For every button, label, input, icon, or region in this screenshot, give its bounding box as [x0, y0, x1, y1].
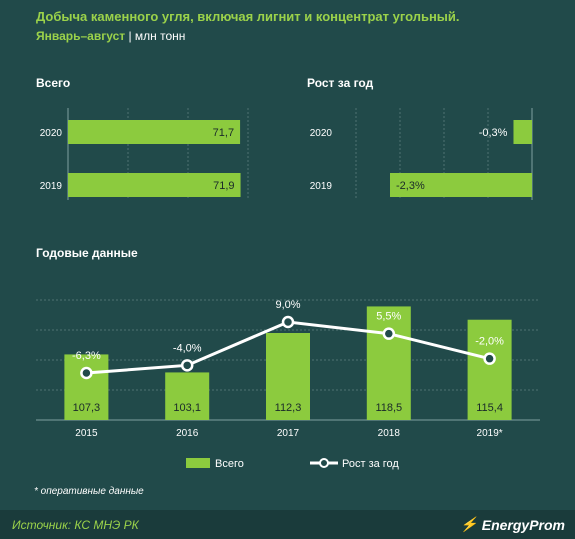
footnote: * оперативные данные: [34, 486, 144, 497]
tick-label: 2017: [277, 428, 300, 439]
bolt-icon: ⚡: [460, 516, 478, 532]
source-label: Источник: КС МНЭ РК: [12, 518, 139, 532]
footer-bar: Источник: КС МНЭ РК ⚡ EnergyProm: [0, 510, 575, 539]
legend-swatch-bars: [186, 458, 210, 468]
bar: [266, 333, 310, 420]
bar: [366, 306, 411, 420]
bar: [68, 120, 241, 144]
data-label: 71,9: [213, 180, 234, 192]
legend-label-bars: Всего: [215, 458, 244, 470]
legend-swatch-marker: [319, 458, 329, 468]
chart-title: Добыча каменного угля, включая лигнит и …: [36, 9, 460, 24]
data-label: 71,7: [213, 127, 234, 139]
brand-logo: ⚡ EnergyProm: [460, 516, 565, 533]
tick-label: 2018: [378, 428, 401, 439]
panel-total-title: Всего: [36, 76, 71, 90]
bar: [513, 120, 532, 144]
bar: [390, 173, 532, 197]
category-label: 2020: [40, 128, 63, 139]
bar: [467, 319, 512, 420]
data-label: 115,4: [476, 402, 503, 414]
bar: [64, 354, 109, 420]
line-data-label: 5,5%: [376, 311, 401, 323]
line-point: [80, 366, 93, 380]
panel-growth-title: Рост за год: [307, 76, 374, 90]
panel-annual-title: Годовые данные: [36, 246, 138, 260]
line-point: [180, 359, 194, 372]
data-label: 107,3: [73, 402, 101, 414]
line-data-label: -4,0%: [173, 342, 202, 354]
tick-label: 2019*: [477, 428, 503, 439]
tick-label: 2015: [75, 428, 98, 439]
chart-subtitle: Январь–август | млн тонн: [36, 29, 186, 43]
data-label: -0,3%: [479, 127, 508, 139]
line-point: [281, 315, 295, 329]
line-point: [483, 352, 496, 365]
data-label: -2,3%: [396, 180, 425, 192]
category-label: 2019: [40, 181, 63, 192]
line-data-label: -2,0%: [475, 336, 504, 348]
brand-name: EnergyProm: [481, 516, 565, 533]
bar: [68, 173, 241, 197]
line-data-label: 9,0%: [275, 299, 300, 311]
data-label: 103,1: [173, 402, 201, 414]
period-label: Январь–август: [36, 29, 126, 43]
data-label: 118,5: [375, 402, 402, 414]
data-label: 112,3: [275, 402, 302, 414]
category-label: 2019: [310, 181, 333, 192]
line-data-label: -6,3%: [72, 350, 101, 362]
legend-label-line: Рост за год: [342, 458, 399, 470]
unit-label: млн тонн: [134, 29, 186, 43]
tick-label: 2016: [176, 428, 199, 439]
bar: [165, 372, 210, 420]
category-label: 2020: [310, 128, 333, 139]
line-point: [382, 327, 396, 340]
